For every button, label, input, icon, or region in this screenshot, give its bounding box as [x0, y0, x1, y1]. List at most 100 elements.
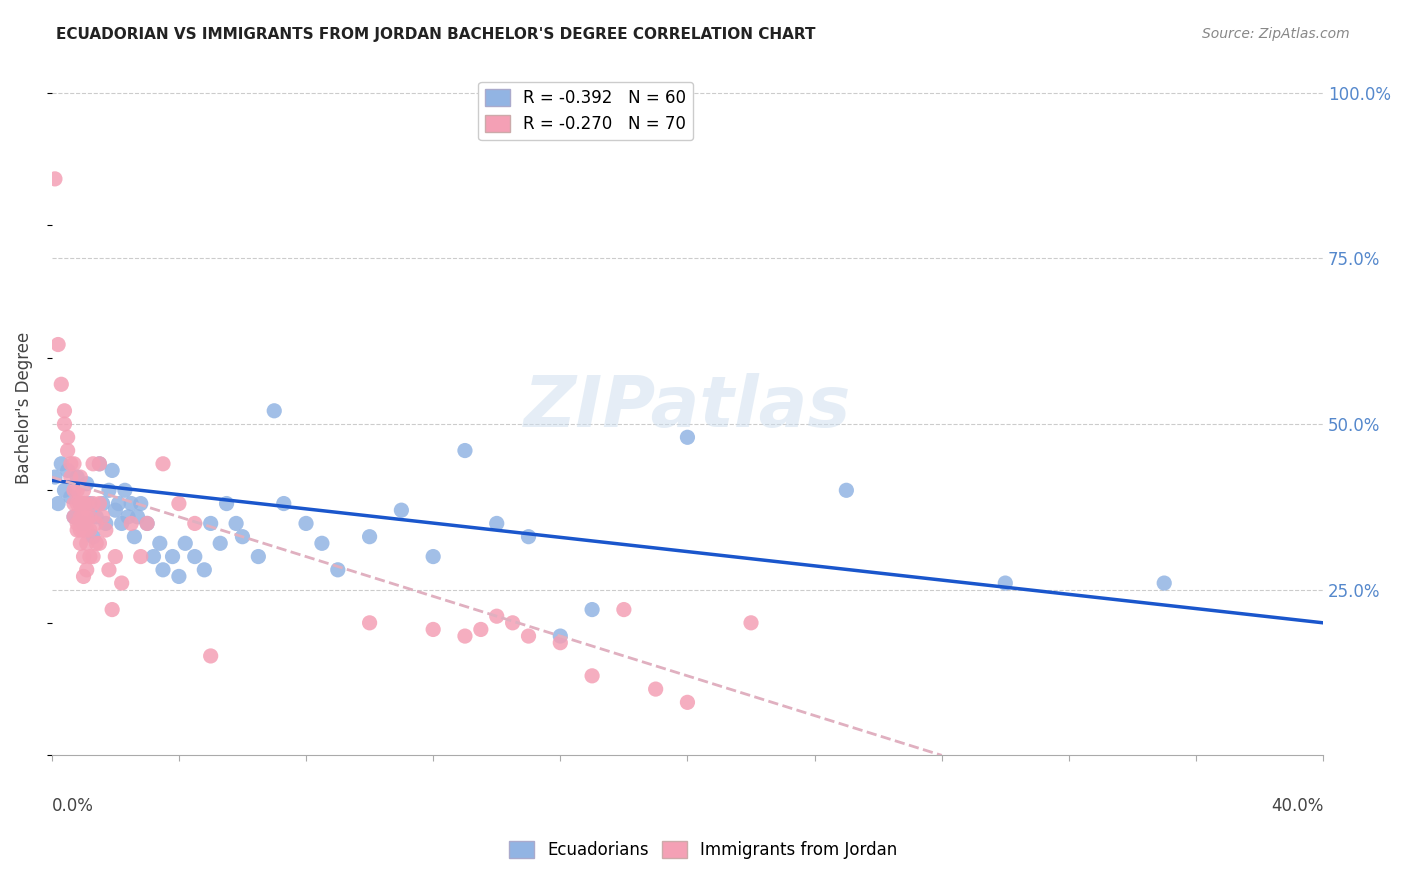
Point [76, 563, 98, 577]
Point [79, 549, 101, 564]
Point [66, 523, 89, 537]
Point [63, 457, 86, 471]
Point [994, 576, 1017, 591]
Point [111, 576, 134, 591]
Point [517, 530, 540, 544]
Point [69, 509, 91, 524]
Point [82, 497, 104, 511]
Point [89, 497, 111, 511]
Point [63, 497, 86, 511]
Point [84, 509, 107, 524]
Point [53, 483, 76, 498]
Point [59, 470, 82, 484]
Point [152, 563, 174, 577]
Point [644, 682, 666, 697]
Point [142, 549, 165, 564]
Point [51, 377, 73, 392]
Point [89, 457, 111, 471]
Point [149, 536, 172, 550]
Point [517, 629, 540, 643]
Point [94, 516, 117, 531]
Point [56, 463, 79, 477]
Point [72, 497, 94, 511]
Point [76, 497, 98, 511]
Point [359, 615, 381, 630]
Point [66, 470, 89, 484]
Point [76, 476, 98, 491]
Point [470, 623, 492, 637]
Point [69, 536, 91, 550]
Point [104, 549, 127, 564]
Text: 40.0%: 40.0% [1271, 797, 1323, 815]
Point [89, 536, 111, 550]
Point [97, 483, 120, 498]
Point [136, 516, 159, 531]
Point [200, 648, 222, 663]
Point [485, 516, 508, 531]
Point [326, 563, 349, 577]
Point [127, 509, 149, 524]
Point [53, 404, 76, 418]
Point [550, 636, 572, 650]
Point [66, 497, 89, 511]
Point [79, 497, 101, 511]
Point [263, 404, 285, 418]
Point [76, 536, 98, 550]
Point [72, 516, 94, 531]
Point [69, 470, 91, 484]
Point [117, 509, 139, 524]
Point [72, 483, 94, 498]
Point [174, 536, 197, 550]
Point [389, 503, 412, 517]
Point [422, 549, 444, 564]
Point [94, 523, 117, 537]
Point [101, 602, 124, 616]
Point [200, 516, 222, 531]
Point [66, 483, 89, 498]
Point [84, 516, 107, 531]
Point [581, 602, 603, 616]
Point [76, 509, 98, 524]
Point [53, 417, 76, 431]
Point [422, 623, 444, 637]
Point [51, 457, 73, 471]
Point [59, 457, 82, 471]
Legend: Ecuadorians, Immigrants from Jordan: Ecuadorians, Immigrants from Jordan [502, 834, 904, 866]
Point [63, 509, 86, 524]
Point [89, 457, 111, 471]
Point [63, 483, 86, 498]
Point [97, 563, 120, 577]
Point [56, 443, 79, 458]
Point [114, 483, 136, 498]
Point [835, 483, 858, 498]
Point [454, 443, 477, 458]
Point [59, 490, 82, 504]
Point [82, 530, 104, 544]
Point [72, 509, 94, 524]
Point [676, 430, 699, 444]
Point [101, 463, 124, 477]
Point [231, 530, 253, 544]
Point [225, 516, 247, 531]
Point [311, 536, 333, 550]
Point [44, 470, 66, 484]
Point [162, 549, 184, 564]
Point [184, 516, 207, 531]
Point [91, 497, 114, 511]
Point [1153, 576, 1175, 591]
Point [152, 457, 174, 471]
Point [107, 497, 129, 511]
Legend: R = -0.392   N = 60, R = -0.270   N = 70: R = -0.392 N = 60, R = -0.270 N = 70 [478, 82, 693, 140]
Point [485, 609, 508, 624]
Point [359, 530, 381, 544]
Point [136, 516, 159, 531]
Point [46, 497, 69, 511]
Point [247, 549, 270, 564]
Y-axis label: Bachelor's Degree: Bachelor's Degree [15, 331, 32, 483]
Point [79, 523, 101, 537]
Point [184, 549, 207, 564]
Point [129, 549, 152, 564]
Point [46, 337, 69, 351]
Point [124, 530, 146, 544]
Point [66, 516, 89, 531]
